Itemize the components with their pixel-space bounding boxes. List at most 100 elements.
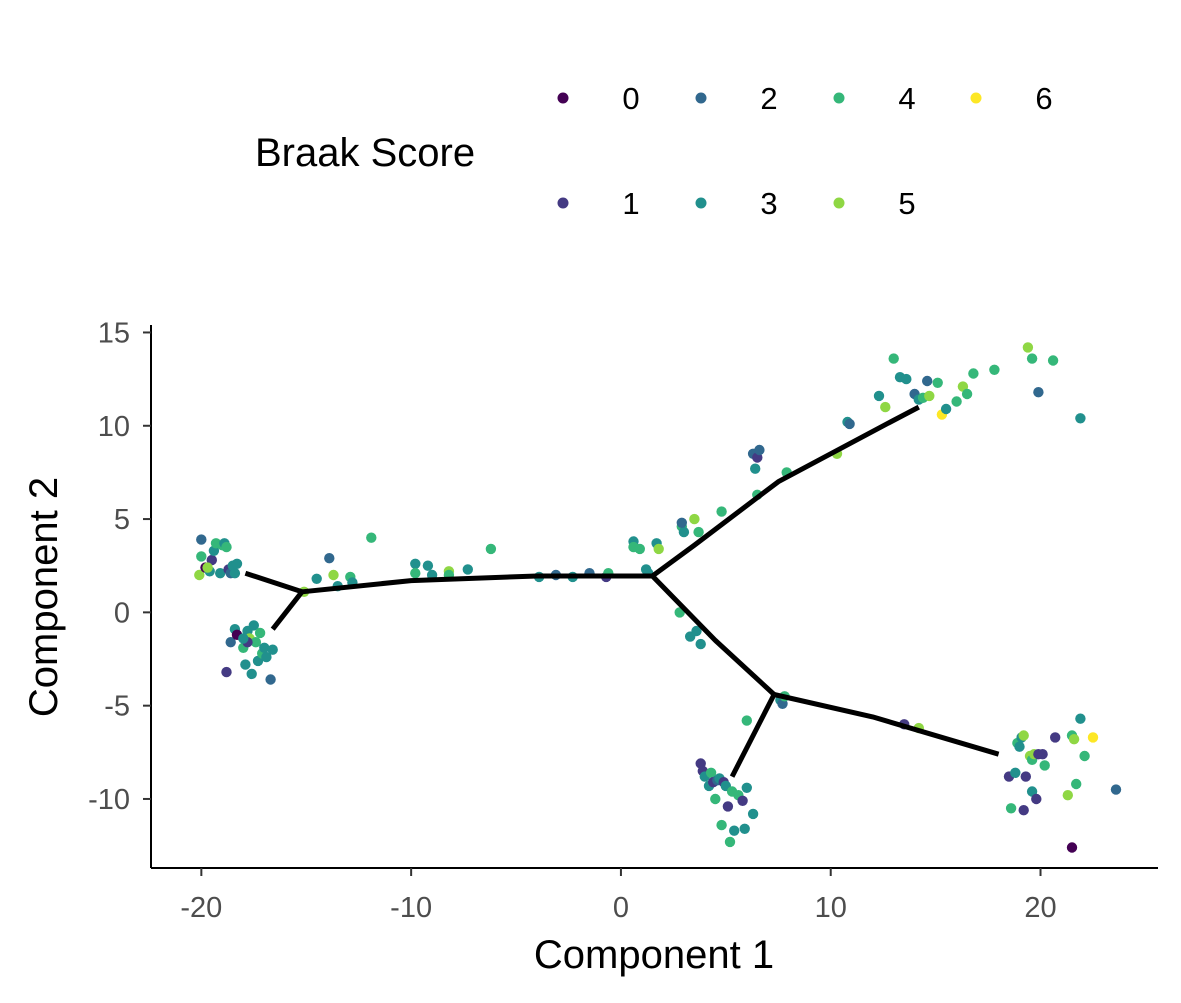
data-point: [747, 808, 759, 820]
data-point: [265, 674, 276, 685]
legend-title: Braak Score: [255, 131, 475, 175]
legend-swatch: [833, 197, 845, 209]
data-point: [737, 795, 748, 806]
data-point: [1026, 353, 1038, 364]
data-point: [741, 782, 752, 793]
legend-swatch: [557, 197, 569, 209]
trajectory-segment: [729, 693, 777, 778]
trajectory-segment: [773, 692, 1000, 757]
data-point: [691, 625, 702, 637]
data-point: [410, 568, 421, 579]
x-axis-title: Component 1: [534, 933, 774, 977]
data-point: [873, 390, 885, 402]
data-point: [366, 532, 377, 543]
y-tick-label: -5: [104, 691, 130, 723]
data-point: [1047, 355, 1059, 366]
data-point: [462, 564, 473, 575]
data-point: [196, 534, 207, 545]
data-point: [901, 373, 912, 385]
x-tick-label: 20: [1024, 892, 1056, 924]
trajectory-segment: [270, 590, 304, 631]
legend: Braak Score 0 1 2 3 4 5 6: [255, 81, 1053, 221]
legend-item: 1: [557, 186, 640, 221]
data-point: [678, 526, 690, 538]
data-point: [311, 573, 322, 584]
data-point: [231, 558, 243, 569]
data-point: [729, 825, 740, 836]
data-point: [410, 558, 421, 569]
data-point: [722, 801, 734, 812]
data-point: [202, 562, 213, 573]
legend-label: 2: [760, 81, 777, 116]
legend-item: 3: [695, 186, 778, 221]
data-point: [221, 666, 232, 678]
y-axis-title: Component 2: [22, 477, 66, 717]
data-point: [238, 633, 249, 644]
data-point: [229, 568, 241, 579]
x-tick-label: 10: [815, 892, 847, 924]
data-point: [716, 819, 727, 831]
data-point: [422, 560, 434, 571]
data-point: [1110, 784, 1122, 795]
legend-item: 4: [833, 81, 916, 116]
data-point: [724, 836, 736, 848]
legend-label: 4: [898, 81, 915, 116]
data-point: [689, 513, 700, 525]
data-point: [741, 715, 752, 726]
data-point: [968, 368, 979, 379]
data-point: [634, 543, 645, 555]
data-point: [932, 377, 943, 388]
data-point: [1022, 342, 1034, 353]
data-point: [1066, 842, 1078, 853]
data-point: [254, 627, 266, 639]
data-point: [739, 823, 750, 834]
legend-label: 3: [760, 186, 777, 221]
data-point: [653, 543, 664, 555]
y-tick-label: -10: [88, 784, 130, 816]
data-point: [844, 418, 855, 430]
legend-label: 6: [1035, 81, 1052, 116]
trajectory-segment: [650, 404, 920, 579]
trajectory-lines: [244, 404, 1000, 778]
data-point: [1020, 771, 1031, 782]
legend-swatch: [695, 92, 707, 104]
legend-label: 0: [622, 81, 639, 116]
data-point: [1075, 713, 1086, 724]
data-point: [246, 668, 257, 680]
data-point: [1018, 805, 1029, 816]
legend-item: 6: [970, 81, 1053, 116]
data-point: [221, 541, 232, 553]
data-point: [961, 388, 973, 400]
legend-swatch: [970, 92, 982, 104]
data-point: [1039, 760, 1050, 771]
y-tick-label: 0: [114, 597, 130, 629]
data-point: [1018, 730, 1029, 741]
data-point: [940, 403, 952, 415]
data-point: [754, 444, 765, 456]
x-tick-label: 0: [613, 892, 629, 924]
data-point: [695, 638, 706, 650]
data-point: [989, 364, 1000, 375]
data-point: [267, 644, 278, 655]
legend-label: 1: [622, 186, 639, 221]
data-point: [1037, 749, 1048, 760]
data-points: [194, 342, 1122, 853]
trajectory-segment: [301, 573, 653, 595]
legend-swatch: [695, 197, 707, 209]
legend-item: 0: [557, 81, 640, 116]
data-point: [1062, 790, 1074, 801]
axes: -20 -10 0 10 20 15 10 5 0 -5 -10: [88, 317, 1158, 924]
data-point: [716, 506, 727, 517]
data-point: [924, 390, 935, 402]
data-point: [194, 569, 205, 581]
data-point: [328, 569, 339, 581]
data-point: [1005, 803, 1017, 814]
data-point: [1075, 413, 1086, 424]
trajectory-segment: [650, 574, 776, 697]
data-point: [485, 543, 497, 555]
data-point: [196, 551, 207, 562]
data-point: [693, 526, 704, 538]
data-point: [261, 651, 272, 663]
y-tick-label: 5: [114, 504, 130, 536]
x-tick-label: -20: [180, 892, 222, 924]
